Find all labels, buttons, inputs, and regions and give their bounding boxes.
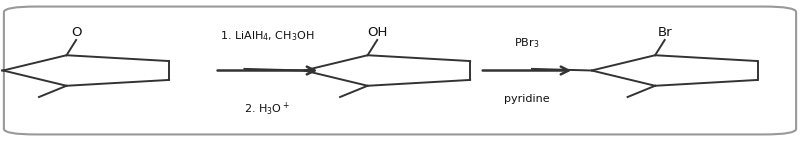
Text: Br: Br: [658, 26, 672, 39]
Text: pyridine: pyridine: [504, 94, 550, 104]
Text: OH: OH: [367, 26, 387, 39]
Text: 2. H$_3$O$^+$: 2. H$_3$O$^+$: [245, 101, 290, 118]
Text: PBr$_3$: PBr$_3$: [514, 36, 540, 49]
Text: 1. LiAlH$_4$, CH$_3$OH: 1. LiAlH$_4$, CH$_3$OH: [220, 29, 314, 43]
FancyBboxPatch shape: [4, 7, 796, 134]
Text: O: O: [71, 26, 82, 39]
